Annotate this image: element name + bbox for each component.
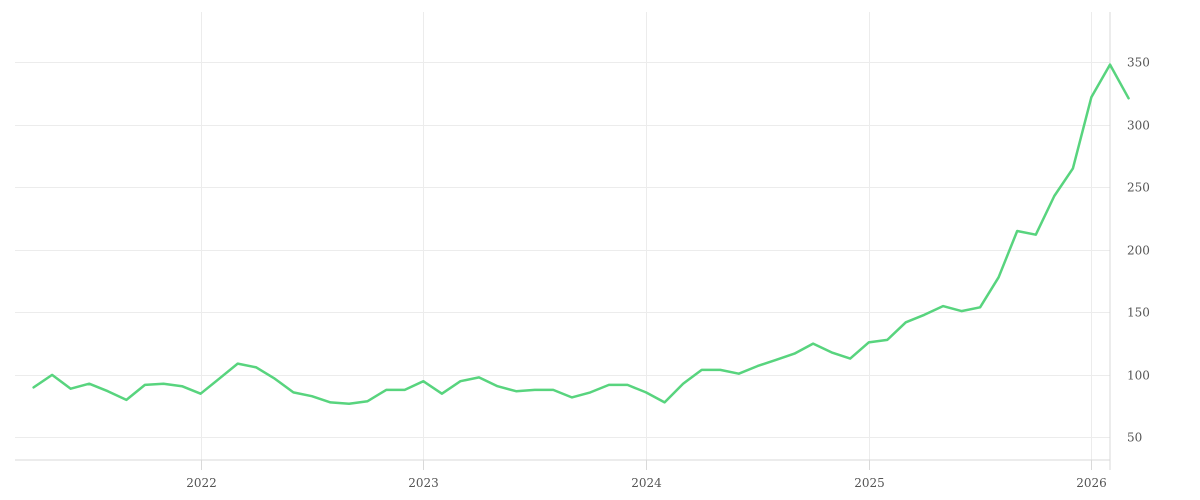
x-tick-label: 2025 bbox=[854, 476, 885, 490]
series-line bbox=[32, 63, 1130, 405]
y-tick-label: 100 bbox=[1127, 369, 1150, 383]
x-tick-label: 2022 bbox=[186, 476, 217, 490]
axes bbox=[15, 12, 1111, 470]
x-axis-tick-labels: 2022 2023 2024 2025 2026 bbox=[186, 476, 1107, 490]
x-tick-label: 2026 bbox=[1076, 476, 1107, 490]
x-tick-label: 2023 bbox=[408, 476, 439, 490]
grid bbox=[15, 12, 1110, 470]
y-tick-label: 250 bbox=[1127, 181, 1150, 195]
y-tick-label: 350 bbox=[1127, 56, 1150, 70]
series bbox=[32, 63, 1130, 405]
x-tick-label: 2024 bbox=[631, 476, 662, 490]
y-tick-label: 300 bbox=[1127, 119, 1150, 133]
y-tick-label: 200 bbox=[1127, 244, 1150, 258]
y-tick-label: 50 bbox=[1127, 431, 1142, 445]
y-axis-tick-labels: 50 100 150 200 250 300 350 bbox=[1127, 56, 1150, 445]
y-tick-label: 150 bbox=[1127, 306, 1150, 320]
